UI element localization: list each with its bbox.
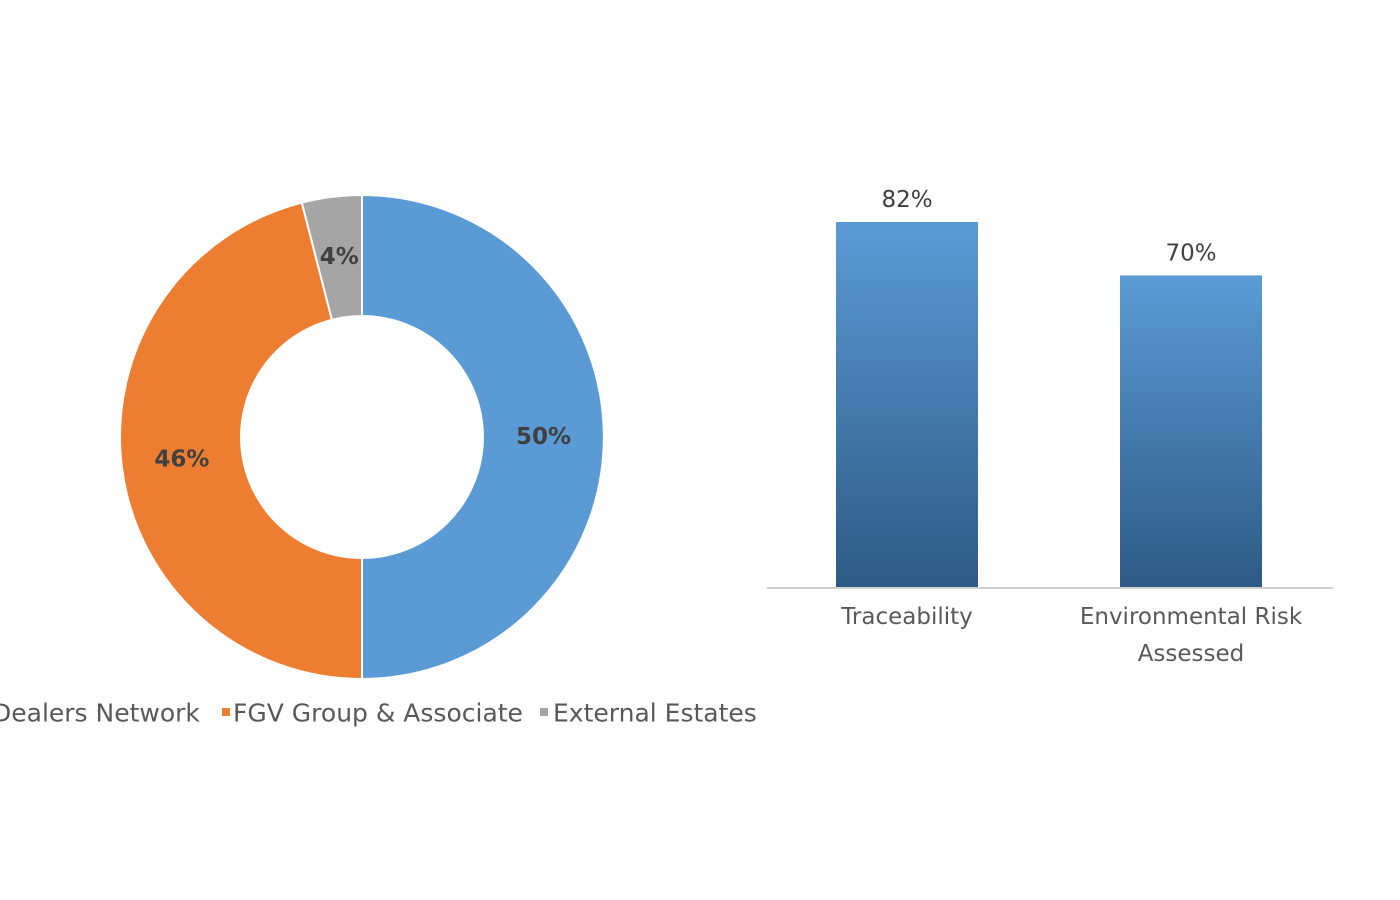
donut-label-external-estates: 4% [320,244,359,270]
category-label-traceability: Traceability [840,604,973,630]
bar-chart: 82% 70% Traceability Environmental Risk Ass… [767,187,1333,667]
category-label-environmental-risk-assessed-line-2: Assessed [1138,641,1245,667]
legend-marker-external-estates [540,708,548,716]
donut-data-labels: 50% 46% 4% [154,244,571,473]
bar-data-labels: 82% 70% [881,187,1216,266]
bar-value-traceability: 82% [881,187,932,213]
donut-slice-fgv-group-associate [119,201,363,681]
legend-marker-fgv-group-associate [222,708,230,716]
category-labels: Traceability Environmental Risk Assessed [840,604,1303,667]
legend-label-fgv-group-associate: FGV Group & Associate [233,699,523,728]
legend-label-dealers-network: Dealers Network [0,699,200,728]
donut-label-dealers-network: 50% [516,424,571,450]
donut-slices [119,193,605,681]
bar-traceability [836,222,978,587]
legend-label-external-estates: External Estates [553,699,757,728]
donut-slice-dealers-network [361,193,605,681]
category-label-environmental-risk-assessed-line-1: Environmental Risk [1080,604,1303,630]
bars [836,222,1262,587]
donut-label-fgv-group-associate: 46% [154,447,209,473]
donut-legend: Dealers Network FGV Group & Associate Exte… [0,699,757,728]
bar-environmental-risk-assessed [1120,275,1262,587]
donut-slice-external-estates [300,193,363,322]
donut-chart: 50% 46% 4% Dealers Network FGV Group & Asso… [0,193,757,728]
bar-value-environmental-risk-assessed: 70% [1165,240,1216,266]
